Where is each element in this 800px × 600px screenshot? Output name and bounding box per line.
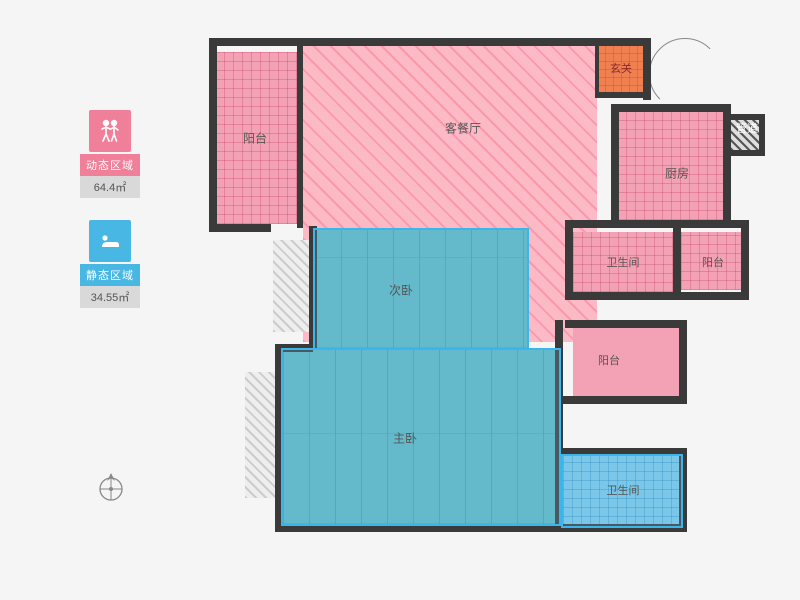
label-pipe: 管道 (736, 120, 758, 136)
wall (565, 224, 573, 298)
label-balcony-left: 阳台 (243, 130, 267, 147)
wall (561, 396, 687, 404)
legend-dynamic: 动态区域 64.4㎡ (80, 110, 140, 198)
legend-dynamic-value: 64.4㎡ (80, 176, 140, 198)
wall (611, 104, 731, 112)
floor-plan: 玄关 客餐厅 阳台 厨房 管道 卫生间 阳台 阳台 次卧 主卧 卫生间 (205, 28, 770, 573)
wall (595, 92, 651, 98)
ext-balcony-1 (273, 240, 309, 332)
wall (209, 38, 651, 46)
room-master-bed (283, 350, 559, 524)
legend: 动态区域 64.4㎡ 静态区域 34.55㎡ (80, 110, 140, 330)
wall (759, 114, 765, 154)
people-dynamic-icon (89, 110, 131, 152)
wall (275, 344, 283, 530)
legend-static: 静态区域 34.55㎡ (80, 220, 140, 308)
door-arc (649, 38, 721, 110)
label-living: 客餐厅 (445, 120, 481, 137)
label-bath-bottom: 卫生间 (607, 482, 640, 498)
label-kitchen: 厨房 (665, 165, 689, 182)
wall (555, 320, 563, 530)
wall (555, 448, 687, 456)
wall (209, 38, 217, 228)
legend-static-value: 34.55㎡ (80, 286, 140, 308)
label-bath-top: 卫生间 (607, 254, 640, 270)
wall (209, 224, 271, 232)
wall (565, 220, 749, 228)
compass-icon (94, 470, 128, 504)
room-balcony-mid (573, 328, 681, 398)
wall (673, 228, 681, 296)
label-entrance: 玄关 (610, 60, 632, 76)
wall (565, 292, 749, 300)
wall (643, 38, 651, 100)
room-second-bed (315, 230, 527, 348)
wall (723, 104, 731, 224)
label-balcony-tr: 阳台 (702, 254, 724, 270)
label-master-bed: 主卧 (393, 430, 417, 447)
legend-dynamic-title: 动态区域 (80, 154, 140, 176)
wall (741, 224, 749, 296)
wall (679, 448, 687, 532)
wall (679, 320, 687, 404)
wall (565, 320, 687, 328)
wall (595, 44, 599, 96)
label-balcony-mid: 阳台 (598, 352, 620, 368)
legend-static-title: 静态区域 (80, 264, 140, 286)
wall (309, 226, 317, 350)
label-second-bed: 次卧 (389, 282, 413, 299)
wall (727, 150, 765, 156)
wall (611, 104, 619, 224)
wall (275, 344, 313, 352)
wall (275, 524, 687, 532)
person-rest-icon (89, 220, 131, 262)
wall (297, 46, 303, 228)
